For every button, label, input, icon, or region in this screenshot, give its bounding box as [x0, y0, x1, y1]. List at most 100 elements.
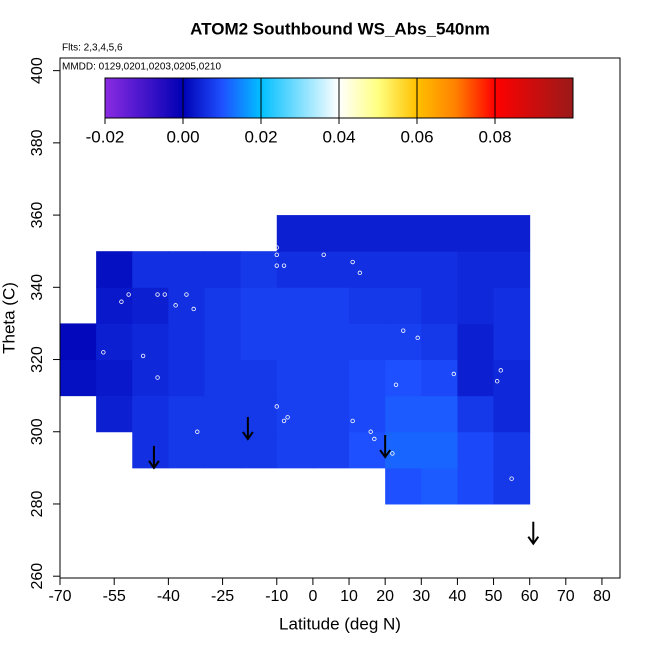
- heatmap-cell: [385, 467, 422, 505]
- y-axis-label: Theta (C): [0, 282, 18, 354]
- sample-point: [390, 451, 395, 456]
- sample-point: [191, 306, 196, 312]
- arrow-head: [148, 460, 160, 470]
- heatmap-cell: [276, 395, 314, 433]
- heatmap-cell: [349, 215, 386, 252]
- heatmap-cell: [421, 395, 458, 433]
- heatmap-cell: [276, 287, 314, 324]
- x-tick-label: 50: [485, 588, 503, 605]
- heatmap-cell: [493, 323, 531, 361]
- colorbar-tick-label: -0.02: [86, 127, 125, 146]
- heatmap-cell: [457, 431, 495, 469]
- sample-point: [274, 245, 279, 250]
- heatmap-cell: [204, 323, 242, 361]
- heatmap-cell: [168, 359, 206, 397]
- sample-point: [372, 436, 377, 442]
- sample-point: [368, 429, 373, 434]
- x-tick-label: -55: [103, 588, 126, 605]
- heatmap-cell: [493, 395, 531, 433]
- y-tick-label: 260: [29, 563, 46, 590]
- heatmap-cell: [204, 359, 242, 397]
- sample-point: [281, 263, 287, 268]
- sample-point: [415, 335, 420, 341]
- heatmap-cell: [421, 359, 458, 397]
- heatmap-cell: [421, 431, 458, 469]
- heatmap-cell: [421, 323, 458, 361]
- heatmap-cell: [60, 323, 97, 361]
- sample-point: [162, 292, 167, 297]
- y-tick-label: 400: [29, 57, 46, 84]
- heatmap-cell: [276, 251, 314, 288]
- heatmap-cell: [349, 287, 386, 324]
- heatmap-cell: [385, 251, 422, 288]
- y-tick-label: 340: [29, 274, 46, 301]
- colorbar-tick-label: 0.06: [400, 127, 433, 146]
- arrow-head: [379, 449, 391, 459]
- heatmap-cell: [457, 467, 495, 505]
- sample-point: [274, 263, 279, 268]
- heatmap-cell: [457, 395, 495, 433]
- heatmap-cell: [240, 251, 278, 288]
- heatmap-cell: [349, 359, 386, 397]
- sample-point: [184, 292, 189, 297]
- heatmap-cell: [240, 287, 278, 324]
- heatmap-cell: [457, 215, 495, 252]
- sample-point: [451, 371, 457, 377]
- heatmap-cell: [493, 287, 531, 324]
- heatmap-cell: [385, 215, 422, 252]
- sample-point: [274, 252, 279, 258]
- x-tick-label: 0: [308, 588, 317, 605]
- arrow: [527, 521, 540, 546]
- heatmap-cell: [204, 395, 242, 433]
- heatmap-cell: [168, 431, 206, 469]
- colorbar-tick-label: 0.00: [166, 127, 199, 146]
- arrow: [379, 435, 391, 459]
- sample-point: [119, 299, 124, 304]
- x-tick-label: -25: [211, 588, 234, 605]
- heatmap-cell: [168, 251, 206, 288]
- heatmap-cell: [276, 323, 314, 361]
- heatmap-cell: [312, 323, 350, 361]
- heatmap-cell: [312, 287, 350, 324]
- heatmap-cell: [457, 287, 495, 324]
- sample-point: [140, 353, 146, 359]
- sample-point: [195, 429, 200, 434]
- heatmap-cell: [385, 359, 422, 397]
- heatmap-cell: [421, 251, 458, 288]
- heatmap-cell: [349, 251, 386, 288]
- sample-point: [509, 476, 514, 481]
- annotation: MMDD: 0129,0201,0203,0205,0210: [62, 62, 221, 73]
- heatmap-cell: [457, 359, 495, 397]
- sample-point: [498, 368, 503, 373]
- heatmap-cell: [132, 395, 169, 433]
- sample-point: [285, 415, 290, 420]
- heatmap-cell: [168, 287, 206, 324]
- heatmap-cell: [421, 467, 458, 505]
- chart-title: ATOM2 Southbound WS_Abs_540nm: [190, 19, 490, 38]
- heatmap-cell: [96, 251, 133, 288]
- sample-point: [393, 382, 399, 388]
- heatmap-cell: [132, 251, 169, 288]
- heatmap-cell: [385, 287, 422, 324]
- heatmap-cell: [132, 359, 169, 397]
- sample-point: [274, 404, 279, 409]
- y-tick-label: 300: [29, 418, 46, 445]
- x-tick-label: 80: [593, 588, 611, 605]
- heatmap-cell: [240, 359, 278, 397]
- arrow: [148, 445, 160, 470]
- x-tick-label: 60: [521, 588, 539, 605]
- y-tick-label: 380: [29, 129, 46, 156]
- x-tick-label: 10: [340, 588, 358, 605]
- heatmap-cell: [204, 431, 242, 469]
- heatmap-cell: [421, 287, 458, 324]
- heatmap-cell: [385, 431, 422, 469]
- heatmap-cell: [385, 395, 422, 433]
- heatmap-cell: [493, 467, 531, 505]
- y-tick-label: 360: [29, 202, 46, 229]
- heatmap-cell: [240, 395, 278, 433]
- heatmap-cell: [276, 215, 314, 252]
- plot-frame: [59, 57, 621, 579]
- arrow-head: [242, 431, 254, 441]
- heatmap-cell: [385, 323, 422, 361]
